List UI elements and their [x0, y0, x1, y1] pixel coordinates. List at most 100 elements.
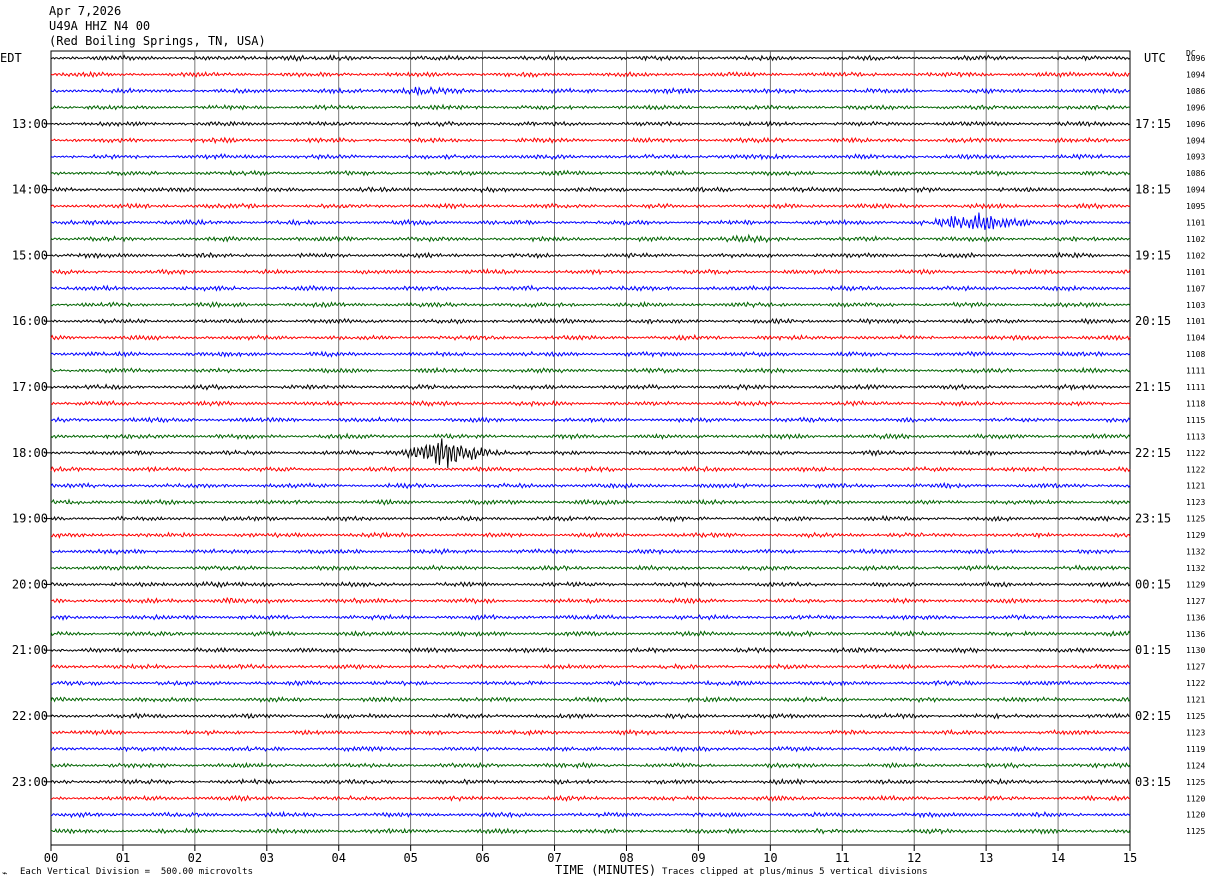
trace-row-6	[50, 153, 1131, 161]
dc-offset-label: 1123	[1186, 498, 1205, 507]
x-tick-label: 14	[1051, 851, 1065, 865]
dc-offset-label: 1119	[1186, 745, 1205, 754]
trace-row-26	[50, 481, 1131, 490]
trace-row-37	[50, 663, 1131, 671]
trace-row-33	[50, 596, 1131, 605]
trace-row-35	[50, 630, 1131, 638]
trace-row-43	[50, 761, 1131, 770]
trace-row-38	[50, 679, 1131, 688]
trace-row-2	[50, 85, 1131, 97]
left-hour-label: 19:00	[12, 512, 48, 526]
trace-row-21	[50, 399, 1131, 408]
dc-offset-label: 1122	[1186, 465, 1205, 474]
dc-offset-label: 1095	[1186, 202, 1205, 211]
dc-offset-label: 1118	[1186, 399, 1205, 408]
dc-offset-label: 1120	[1186, 811, 1205, 820]
dc-offset-label: 1102	[1186, 235, 1205, 244]
dc-offset-label: 1136	[1186, 613, 1205, 622]
dc-offset-label: 1125	[1186, 778, 1205, 787]
dc-offset-label: 1132	[1186, 564, 1205, 573]
dc-offset-label: 1094	[1186, 186, 1205, 195]
trace-row-13	[50, 267, 1131, 276]
x-tick-label: 11	[835, 851, 849, 865]
station-label: U49A HHZ N4 00	[49, 19, 151, 33]
trace-row-0	[50, 54, 1131, 62]
x-tick-label: 13	[979, 851, 993, 865]
trace-row-32	[50, 580, 1131, 589]
dc-offset-label: 1101	[1186, 268, 1205, 277]
x-tick-label: 12	[907, 851, 921, 865]
trace-row-34	[50, 613, 1131, 622]
right-hour-label: 17:15	[1135, 117, 1171, 131]
trace-row-12	[50, 251, 1131, 260]
dc-offset-label: 1122	[1186, 449, 1205, 458]
dc-offset-label: 1107	[1186, 284, 1205, 293]
dc-offset-label: 1086	[1186, 87, 1205, 96]
trace-row-31	[50, 564, 1131, 572]
dc-offset-label: 1115	[1186, 416, 1205, 425]
right-hour-label: 00:15	[1135, 577, 1171, 591]
dc-offset-label: 1096	[1186, 120, 1205, 129]
trace-row-4	[50, 119, 1131, 128]
dc-offset-label: 1111	[1186, 383, 1205, 392]
dc-offset-label: 1103	[1186, 301, 1205, 310]
trace-row-28	[50, 514, 1131, 523]
trace-row-45	[50, 794, 1131, 803]
trace-row-29	[50, 531, 1131, 539]
x-tick-label: 09	[691, 851, 705, 865]
dc-offset-label: 1101	[1186, 317, 1205, 326]
left-hour-label: 15:00	[12, 248, 48, 262]
trace-row-22	[50, 416, 1131, 424]
right-hour-label: 20:15	[1135, 314, 1171, 328]
x-tick-label: 05	[403, 851, 417, 865]
x-tick-label: 04	[332, 851, 346, 865]
dc-offset-label: 1136	[1186, 630, 1205, 639]
left-hour-label: 22:00	[12, 709, 48, 723]
trace-row-17	[50, 333, 1131, 342]
dc-offset-label: 1113	[1186, 432, 1205, 441]
left-hour-label: 23:00	[12, 775, 48, 789]
trace-row-46	[50, 810, 1131, 819]
x-tick-label: 00	[44, 851, 58, 865]
right-hour-label: 23:15	[1135, 512, 1171, 526]
trace-row-36	[50, 646, 1131, 655]
trace-row-40	[50, 712, 1131, 720]
trace-row-9	[50, 202, 1131, 210]
x-tick-label: 01	[116, 851, 130, 865]
trace-row-44	[50, 777, 1131, 786]
dc-column-header: DC	[1186, 49, 1196, 58]
dc-offset-label: 1104	[1186, 334, 1205, 343]
x-tick-label: 15	[1123, 851, 1137, 865]
trace-row-1	[50, 70, 1131, 79]
trace-row-39	[50, 696, 1131, 704]
trace-row-24	[50, 438, 1131, 469]
trace-row-11	[50, 233, 1131, 244]
trace-row-10	[50, 212, 1131, 230]
dc-offset-label: 1127	[1186, 663, 1205, 672]
trace-row-47	[50, 827, 1131, 835]
dc-offset-label: 1121	[1186, 696, 1205, 705]
dc-offset-label: 1129	[1186, 531, 1205, 540]
dc-offset-label: 1129	[1186, 580, 1205, 589]
dc-offset-label: 1096	[1186, 103, 1205, 112]
dc-offset-label: 1130	[1186, 646, 1205, 655]
dc-offset-label: 1093	[1186, 153, 1205, 162]
trace-row-42	[50, 745, 1131, 753]
dc-offset-label: 1124	[1186, 761, 1205, 770]
right-hour-label: 03:15	[1135, 775, 1171, 789]
trace-row-7	[50, 169, 1131, 177]
scale-note: Each Vertical Division = 500.00 microvol…	[20, 867, 253, 877]
scale-icon: ⌁	[2, 869, 8, 879]
right-hour-label: 22:15	[1135, 446, 1171, 460]
dc-offset-label: 1120	[1186, 794, 1205, 803]
trace-row-23	[50, 432, 1131, 441]
right-hour-label: 19:15	[1135, 248, 1171, 262]
left-hour-label: 14:00	[12, 183, 48, 197]
right-timezone-label: UTC	[1144, 51, 1166, 65]
right-hour-label: 21:15	[1135, 380, 1171, 394]
dc-offset-label: 1125	[1186, 515, 1205, 524]
trace-row-41	[50, 728, 1131, 737]
trace-row-30	[51, 547, 1130, 556]
dc-offset-label: 1094	[1186, 136, 1205, 145]
